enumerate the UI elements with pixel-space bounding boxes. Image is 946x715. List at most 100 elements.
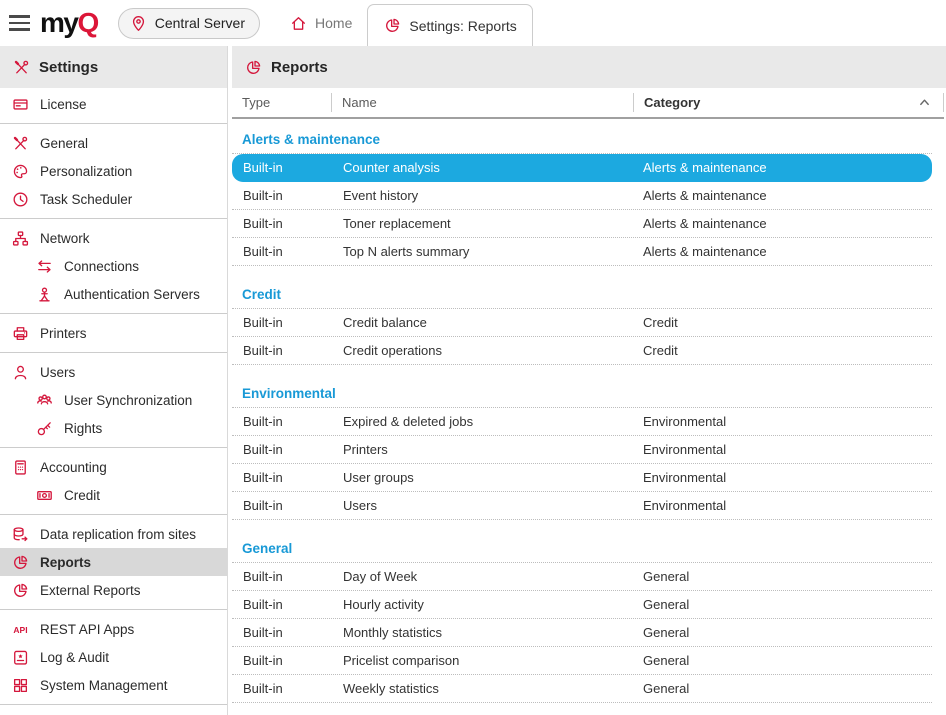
sidebar-item-data-replication-from-sites[interactable]: Data replication from sites (0, 520, 227, 548)
sidebar-header: Settings (0, 46, 227, 88)
sidebar-item-label: External Reports (40, 582, 141, 598)
sidebar-item-rest-api-apps[interactable]: API REST API Apps (0, 615, 227, 643)
sidebar-item-users[interactable]: Users (0, 358, 227, 386)
cell-type: Built-in (243, 188, 283, 203)
scroll-icon (11, 648, 29, 666)
table-row[interactable]: Built-in Hourly activity General (232, 591, 932, 619)
cell-name: Monthly statistics (343, 625, 442, 640)
cell-name: Expired & deleted jobs (343, 414, 474, 429)
report-group-credit: Credit Built-in Credit balance Credit Built-… (232, 282, 932, 365)
group-label: General (242, 541, 293, 556)
cell-type: Built-in (243, 315, 283, 330)
table-row[interactable]: Built-in Monthly statistics General (232, 619, 932, 647)
sidebar-item-task-scheduler[interactable]: Task Scheduler (0, 185, 227, 213)
sidebar-item-reports[interactable]: Reports (0, 548, 227, 576)
cell-category: Alerts & maintenance (643, 244, 767, 259)
sidebar-item-license[interactable]: License (0, 90, 227, 118)
table-row[interactable]: Built-in Toner replacement Alerts & mainte… (232, 210, 932, 238)
group-rows: Built-in Day of Week General Built-in Hourly… (232, 562, 932, 703)
table-row[interactable]: Built-in User groups Environmental (232, 464, 932, 492)
cell-name: Counter analysis (343, 160, 440, 175)
tools-icon (11, 134, 29, 152)
sidebar-item-label: User Synchronization (64, 392, 193, 408)
table-row[interactable]: Built-in Top N alerts summary Alerts & mai… (232, 238, 932, 266)
table-row[interactable]: Built-in Credit operations Credit (232, 337, 932, 365)
sidebar-item-connections[interactable]: Connections (0, 252, 227, 280)
banknote-icon (35, 486, 53, 504)
hamburger-menu-button[interactable] (0, 0, 38, 46)
column-header-category-label: Category (644, 95, 701, 110)
cell-category: General (643, 597, 690, 612)
sidebar-item-accounting[interactable]: Accounting (0, 453, 227, 481)
server-selector-button[interactable]: Central Server (117, 7, 261, 39)
cell-category: Environmental (643, 470, 727, 485)
group-rows: Built-in Credit balance Credit Built-in Cred… (232, 308, 932, 365)
cell-name: Top N alerts summary (343, 244, 470, 259)
sidebar-item-general[interactable]: General (0, 129, 227, 157)
sidebar-item-printers[interactable]: Printers (0, 319, 227, 347)
cell-category: Environmental (643, 414, 727, 429)
table-row[interactable]: Built-in Day of Week General (232, 563, 932, 591)
sidebar-item-label: System Management (40, 677, 168, 693)
cell-category: General (643, 681, 690, 696)
cell-type: Built-in (243, 597, 283, 612)
cell-type: Built-in (243, 625, 283, 640)
sidebar-item-label: Personalization (40, 163, 133, 179)
cell-category: Credit (643, 315, 678, 330)
cell-name: Event history (343, 188, 419, 203)
cell-name: Users (343, 498, 377, 513)
cell-category: General (643, 653, 690, 668)
sidebar-item-label: Accounting (40, 459, 107, 475)
sidebar-item-label: Reports (40, 554, 92, 570)
table-row[interactable]: Built-in Event history Alerts & maintenanc… (232, 182, 932, 210)
sidebar-item-authentication-servers[interactable]: Authentication Servers (0, 280, 227, 308)
cell-category: Alerts & maintenance (643, 188, 767, 203)
table-row[interactable]: Built-in Expired & deleted jobs Environmen… (232, 408, 932, 436)
main-panel: Reports Type Name Category Alerts & main… (228, 46, 946, 715)
cell-name: Pricelist comparison (343, 653, 460, 668)
sidebar-item-user-synchronization[interactable]: User Synchronization (0, 386, 227, 414)
sidebar-item-log-audit[interactable]: Log & Audit (0, 643, 227, 671)
cell-name: Printers (343, 442, 388, 457)
sidebar-menu: License General Personalization Task Schedu… (0, 88, 227, 710)
table-row[interactable]: Built-in Users Environmental (232, 492, 932, 520)
table-row[interactable]: Built-in Counter analysis Alerts & mainten… (232, 154, 932, 182)
table-row[interactable]: Built-in Printers Environmental (232, 436, 932, 464)
sidebar-item-personalization[interactable]: Personalization (0, 157, 227, 185)
column-header-category[interactable]: Category (634, 93, 944, 112)
table-row[interactable]: Built-in Credit balance Credit (232, 309, 932, 337)
user-icon (11, 363, 29, 381)
sidebar-item-label: Data replication from sites (40, 526, 197, 542)
sidebar-item-label: License (40, 96, 87, 112)
page-title: Reports (271, 58, 328, 76)
tab-settings-reports[interactable]: Settings: Reports (367, 4, 533, 46)
sidebar-item-rights[interactable]: Rights (0, 414, 227, 442)
svg-text:API: API (13, 624, 27, 634)
sidebar-item-network[interactable]: Network (0, 224, 227, 252)
table-row[interactable]: Built-in Weekly statistics General (232, 675, 932, 703)
column-header-type[interactable]: Type (232, 93, 332, 112)
topbar-tabs: Home Settings: Reports (274, 0, 533, 46)
sidebar-item-external-reports[interactable]: External Reports (0, 576, 227, 604)
group-label: Credit (242, 287, 282, 302)
logo-text-q: Q (77, 7, 99, 38)
sidebar-item-system-management[interactable]: System Management (0, 671, 227, 699)
cell-type: Built-in (243, 244, 283, 259)
cell-category: Alerts & maintenance (643, 160, 767, 175)
topbar: my Q Central Server Home Settings: Reports (0, 0, 946, 46)
sidebar-item-credit[interactable]: Credit (0, 481, 227, 509)
home-icon (289, 14, 307, 32)
cell-category: Alerts & maintenance (643, 216, 767, 231)
cell-type: Built-in (243, 442, 283, 457)
clock-icon (11, 190, 29, 208)
printer-icon (11, 324, 29, 342)
table-row[interactable]: Built-in Pricelist comparison General (232, 647, 932, 675)
myq-logo[interactable]: my Q (40, 7, 99, 38)
cell-name: Weekly statistics (343, 681, 439, 696)
server-selector-label: Central Server (154, 15, 246, 31)
sidebar-item-label: Credit (64, 487, 101, 503)
tab-home[interactable]: Home (274, 0, 367, 46)
cell-category: Environmental (643, 442, 727, 457)
column-header-name[interactable]: Name (332, 93, 634, 112)
